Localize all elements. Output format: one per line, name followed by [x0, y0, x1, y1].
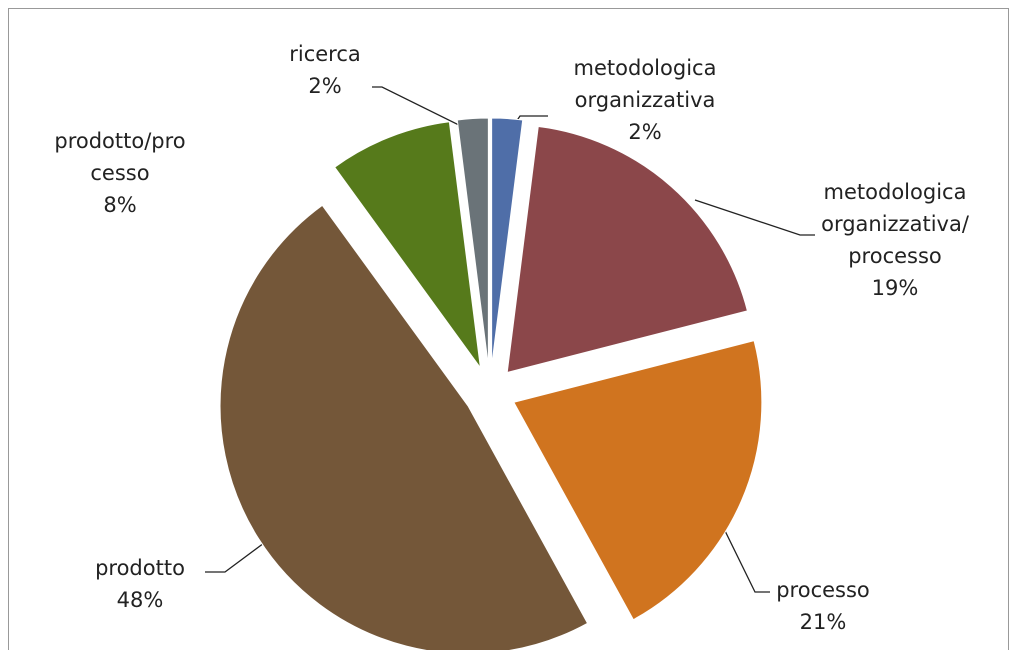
slice-label: 19%	[871, 276, 919, 300]
slice-label: prodotto/pro cesso	[54, 129, 186, 185]
slice-label: ricerca	[289, 42, 361, 66]
leader-line	[694, 199, 815, 236]
pie-slice	[506, 125, 749, 374]
pie-slice	[219, 204, 589, 650]
chart-frame	[8, 8, 1009, 650]
slice-label: processo	[776, 578, 870, 602]
pie-slice	[513, 340, 763, 621]
slice-label: metodologica organizzativa/ processo	[821, 180, 969, 268]
pie-slice	[491, 117, 524, 367]
pie-slice	[456, 117, 489, 367]
slice-label: metodologica organizzativa	[573, 56, 717, 112]
leader-line	[372, 86, 476, 134]
slice-label: prodotto	[95, 556, 185, 580]
slice-label: 2%	[628, 120, 662, 144]
pie-slice	[333, 121, 481, 369]
slice-label: 48%	[116, 588, 164, 612]
slice-label: 2%	[308, 74, 342, 98]
slice-label: 21%	[799, 610, 847, 634]
slice-label: 8%	[103, 193, 137, 217]
